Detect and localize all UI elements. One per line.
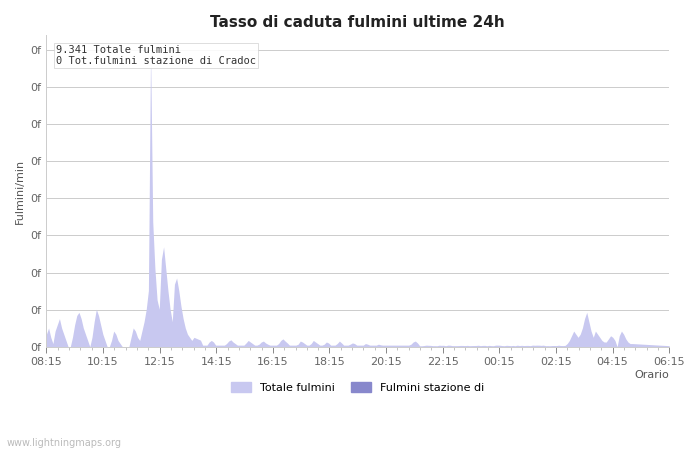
Text: www.lightningmaps.org: www.lightningmaps.org <box>7 438 122 448</box>
Title: Tasso di caduta fulmini ultime 24h: Tasso di caduta fulmini ultime 24h <box>211 15 505 30</box>
Y-axis label: Fulmini/min: Fulmini/min <box>15 158 25 224</box>
Text: 9.341 Totale fulmini
0 Tot.fulmini stazione di Cradoc: 9.341 Totale fulmini 0 Tot.fulmini stazi… <box>56 45 255 66</box>
Legend: Totale fulmini, Fulmini stazione di: Totale fulmini, Fulmini stazione di <box>227 378 489 397</box>
X-axis label: Orario: Orario <box>634 370 669 380</box>
